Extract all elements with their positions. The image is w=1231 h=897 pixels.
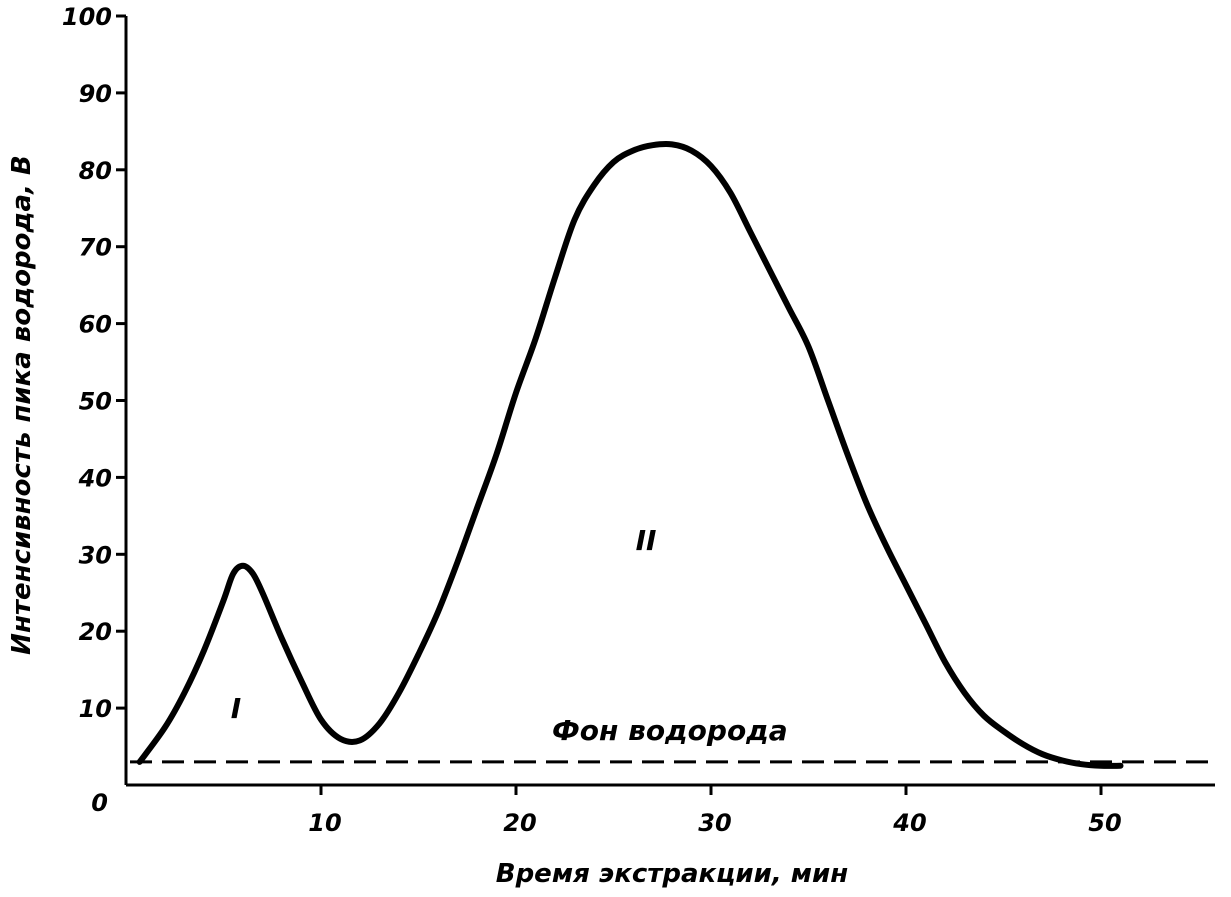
- series-line: [136, 140, 1124, 769]
- y-tick-label: 10: [79, 695, 112, 723]
- x-tick-label: 30: [698, 809, 731, 837]
- x-tick-label: 40: [892, 809, 926, 837]
- y-tick-label: 100: [62, 3, 112, 31]
- y-tick-label: 70: [79, 234, 112, 262]
- y-tick-label: 60: [79, 311, 112, 339]
- peak-label-2: II: [636, 524, 657, 557]
- y-tick-label: 90: [79, 80, 112, 108]
- y-ticks: 0 10 20 30 40 50 60 70 80 90 100: [62, 3, 126, 817]
- y-tick-label: 50: [79, 388, 112, 416]
- x-tick-label: 10: [308, 809, 341, 837]
- axes: [124, 16, 1215, 787]
- y-tick-label: 80: [79, 157, 112, 185]
- y-tick-label: 20: [79, 618, 112, 646]
- x-ticks: 10 20 30 40 50: [308, 785, 1122, 837]
- peak-label-1: I: [231, 692, 241, 725]
- x-tick-label: 20: [503, 809, 536, 837]
- y-axis-title: Интенсивность пика водорода, В: [7, 155, 37, 655]
- y-tick-label: 30: [79, 541, 112, 569]
- x-axis-title: Время экстракции, мин: [496, 859, 849, 889]
- y-tick-label: 40: [78, 464, 112, 492]
- y-tick-label: 0: [91, 789, 108, 817]
- baseline-label: Фон водорода: [552, 714, 788, 747]
- annotations: III: [231, 524, 657, 725]
- x-tick-label: 50: [1088, 809, 1121, 837]
